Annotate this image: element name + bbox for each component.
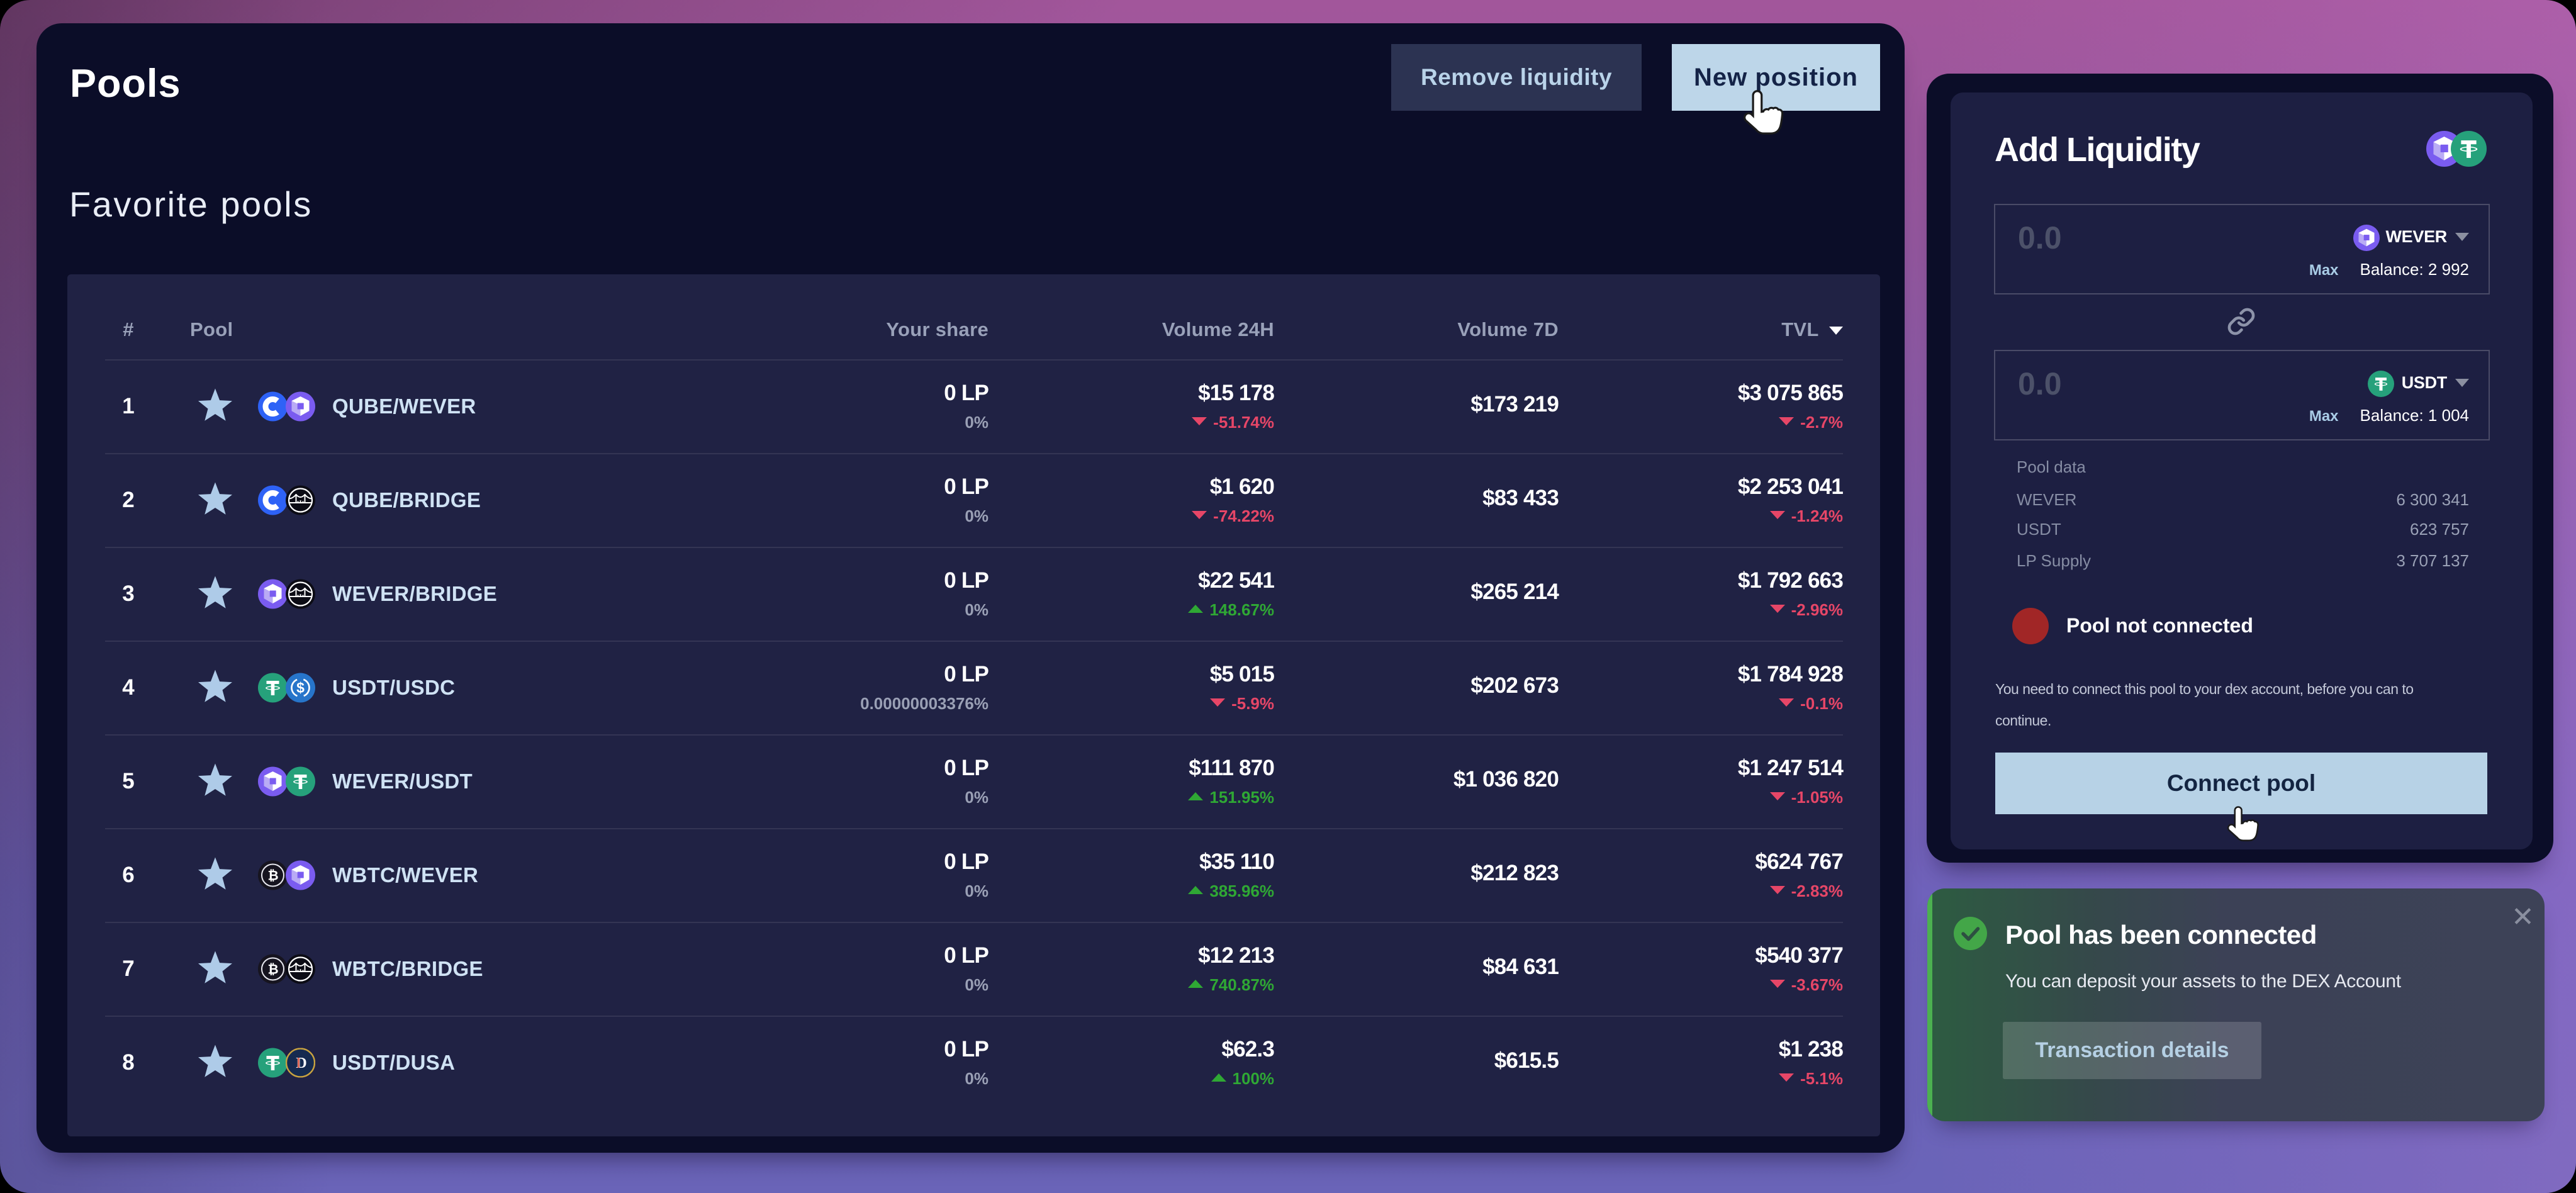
svg-text:₿: ₿ [267, 868, 278, 883]
svg-text:₿: ₿ [267, 962, 278, 977]
svg-text:D: D [296, 1055, 306, 1072]
svg-text:$: $ [296, 680, 305, 696]
